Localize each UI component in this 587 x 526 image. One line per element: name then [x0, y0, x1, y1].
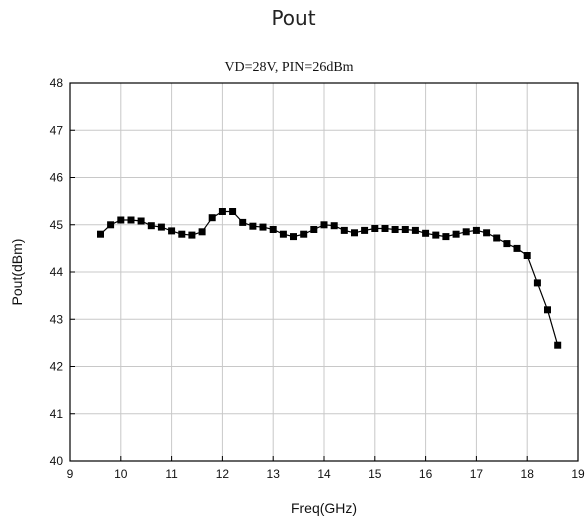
y-tick-label: 40 [50, 454, 64, 468]
data-point-marker [239, 218, 247, 226]
data-point-marker [340, 226, 348, 234]
data-point-marker [544, 306, 551, 314]
series-line [100, 210, 559, 346]
data-point-marker [300, 230, 308, 238]
data-point-marker [208, 214, 216, 222]
x-tick-label: 12 [216, 467, 230, 481]
data-point-marker [361, 226, 369, 234]
y-tick-label: 45 [50, 218, 64, 232]
data-point-marker [533, 279, 541, 287]
data-point-marker [320, 221, 328, 229]
data-point-marker [351, 229, 358, 237]
x-tick-label: 10 [114, 467, 128, 481]
grid [70, 83, 578, 461]
y-axis-label: Pout(dBm) [9, 239, 25, 306]
y-tick-label: 46 [50, 171, 64, 185]
x-tick-label: 19 [571, 467, 585, 481]
data-point-marker [371, 225, 379, 232]
chart-subtitle: VD=28V, PIN=26dBm [224, 60, 353, 75]
data-point-marker [279, 230, 287, 238]
data-point-marker [411, 226, 419, 234]
y-tick-label: 42 [50, 360, 64, 374]
x-tick-label: 17 [470, 467, 484, 481]
data-point-marker [117, 216, 125, 224]
data-point-marker [229, 208, 237, 215]
data-point-marker [97, 230, 104, 238]
data-point-marker [472, 226, 480, 234]
data-point-marker [452, 230, 460, 238]
axis-ticks: 9 10 11 12 13 14 15 16 17 18 19 40 41 42 43 44 45 46 47 48 [50, 76, 585, 481]
data-point-marker [137, 217, 145, 225]
data-point-marker [432, 231, 440, 239]
data-point-marker [157, 223, 165, 231]
data-point-marker [401, 226, 409, 233]
x-tick-label: 14 [317, 467, 331, 481]
data-point-marker [188, 231, 196, 239]
y-tick-label: 41 [50, 407, 64, 421]
data-point-marker [523, 252, 531, 259]
y-tick-label: 48 [50, 76, 64, 90]
data-point-marker [493, 234, 501, 242]
data-point-marker [259, 223, 267, 231]
data-point-marker [198, 228, 206, 236]
data-point-marker [127, 216, 135, 224]
x-tick-label: 18 [521, 467, 535, 481]
data-point-marker [442, 233, 450, 241]
x-tick-label: 11 [165, 467, 178, 481]
data-point-marker [269, 226, 277, 233]
data-point-marker [391, 226, 399, 233]
data-point-marker [168, 227, 176, 235]
x-tick-label: 15 [368, 467, 382, 481]
data-point-marker [107, 221, 115, 229]
chart-title: Pout [271, 6, 316, 30]
x-tick-label: 16 [419, 467, 433, 481]
data-point-marker [462, 228, 470, 236]
data-point-marker [554, 341, 562, 349]
x-tick-label: 13 [267, 467, 281, 481]
data-point-marker [483, 229, 491, 237]
data-point-marker [178, 230, 186, 238]
data-point-marker [249, 222, 257, 230]
data-point-marker [422, 229, 430, 237]
data-point-marker [290, 233, 297, 241]
data-series [97, 208, 562, 349]
data-point-marker [503, 240, 511, 248]
x-axis-label: Freq(GHz) [291, 500, 357, 516]
data-point-marker [218, 208, 226, 215]
y-tick-label: 43 [50, 312, 64, 326]
data-point-marker [513, 244, 521, 252]
data-point-marker [330, 222, 338, 230]
y-tick-label: 44 [50, 265, 64, 279]
data-point-marker [147, 222, 155, 230]
data-point-marker [381, 225, 389, 232]
data-point-marker [310, 226, 318, 233]
x-tick-label: 9 [67, 467, 74, 481]
y-tick-label: 47 [50, 123, 64, 137]
